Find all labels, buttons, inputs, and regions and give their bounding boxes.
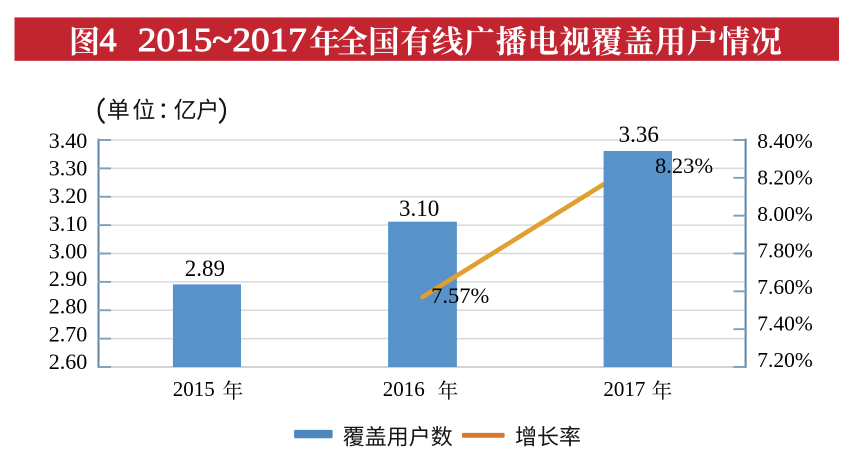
svg-text:2.89: 2.89 [185,256,225,281]
svg-text:8.20%: 8.20% [757,165,813,189]
svg-text:3.00: 3.00 [49,238,88,263]
svg-text:2.90: 2.90 [49,266,88,291]
svg-text:8.00%: 8.00% [757,202,813,226]
svg-text:3.30: 3.30 [49,156,88,181]
svg-text:3.36: 3.36 [619,122,659,147]
svg-text:3.10: 3.10 [399,196,439,221]
svg-text:2.80: 2.80 [49,294,88,319]
svg-text:2015~2017: 2015~2017 [138,22,307,59]
svg-text:2.60: 2.60 [49,349,88,374]
svg-text:7.80%: 7.80% [757,238,813,262]
svg-text:3.10: 3.10 [49,211,88,236]
svg-text:2.70: 2.70 [49,321,88,346]
svg-text:7.60%: 7.60% [757,275,813,299]
svg-text:7.20%: 7.20% [757,348,813,372]
svg-text:7.40%: 7.40% [757,312,813,336]
svg-text:8.40%: 8.40% [757,129,813,153]
svg-text:2015: 2015 [173,377,215,401]
svg-text:4: 4 [100,22,117,59]
svg-text:2016: 2016 [383,377,425,401]
svg-text:2017: 2017 [603,377,645,401]
svg-text:7.57%: 7.57% [431,283,489,308]
svg-text:8.23%: 8.23% [655,153,713,178]
svg-text:3.20: 3.20 [49,183,88,208]
svg-text:3.40: 3.40 [49,128,88,153]
